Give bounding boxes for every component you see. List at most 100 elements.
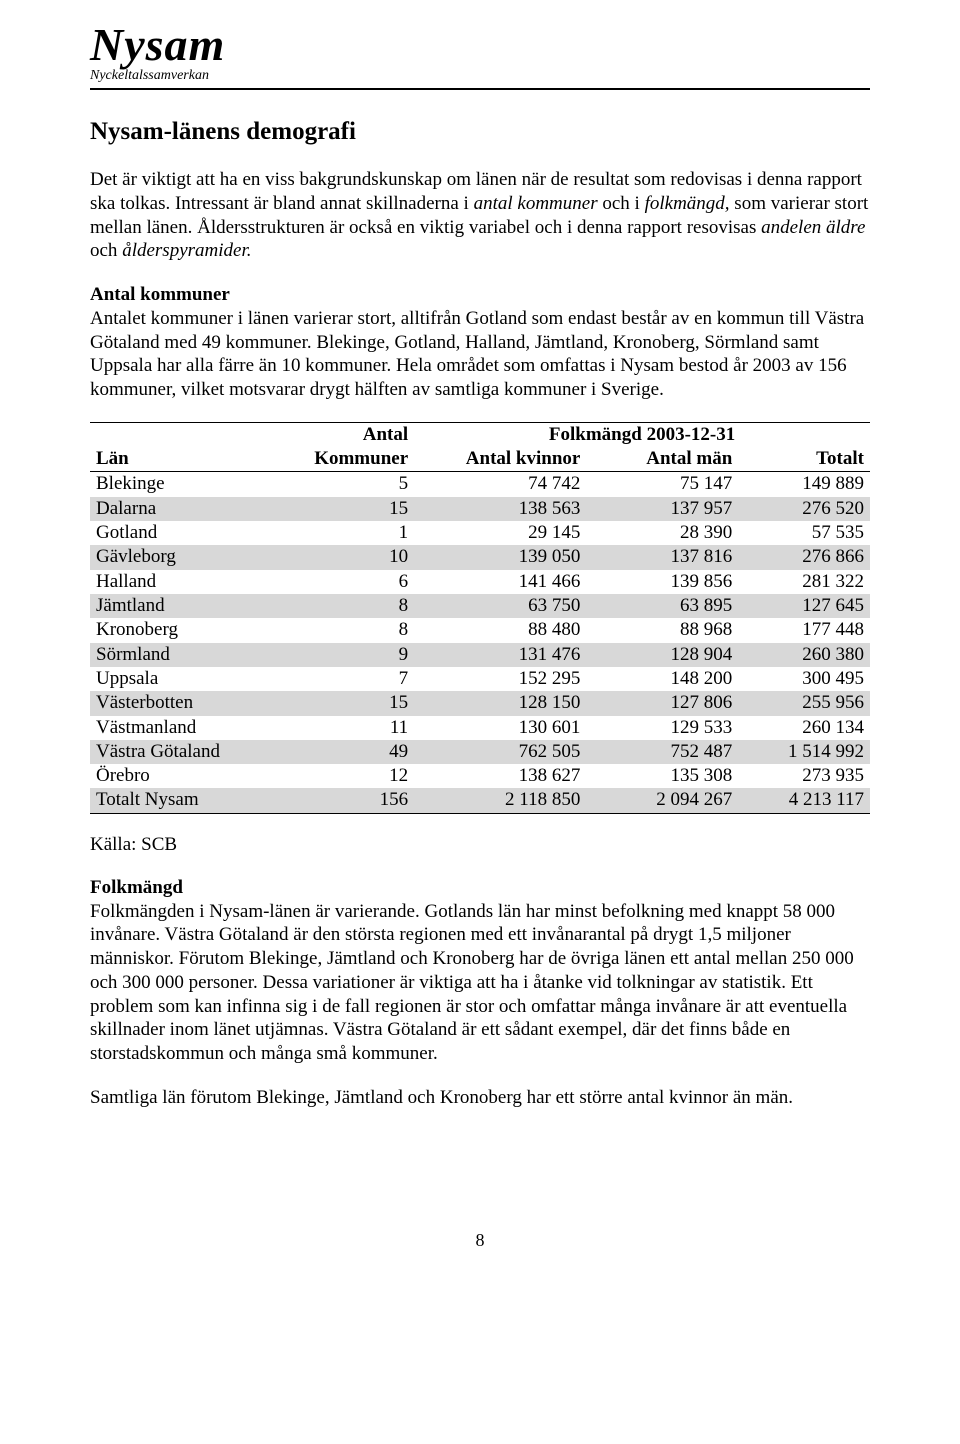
cell-totalt: 300 495 bbox=[738, 667, 870, 691]
intro-italic-2: folkmängd, bbox=[645, 193, 730, 214]
cell-totalt: 276 520 bbox=[738, 497, 870, 521]
cell-lan: Sörmland bbox=[90, 643, 282, 667]
subheading-folkmangd: Folkmängd bbox=[90, 876, 870, 900]
antal-kommuner-body: Antalet kommuner i länen varierar stort,… bbox=[90, 307, 870, 402]
logo-subtitle: Nyckeltalssamverkan bbox=[90, 68, 870, 84]
cell-lan: Jämtland bbox=[90, 594, 282, 618]
cell-totalt: 127 645 bbox=[738, 594, 870, 618]
table-row: Västerbotten15128 150127 806255 956 bbox=[90, 691, 870, 715]
cell-kommuner: 15 bbox=[282, 497, 414, 521]
cell-man: 135 308 bbox=[586, 764, 738, 788]
cell-kommuner: 6 bbox=[282, 570, 414, 594]
header-totalt: Totalt bbox=[738, 447, 870, 472]
cell-kvinnor: 138 627 bbox=[414, 764, 586, 788]
cell-kommuner: 8 bbox=[282, 618, 414, 642]
cell-kvinnor: 63 750 bbox=[414, 594, 586, 618]
table-row: Halland6141 466139 856281 322 bbox=[90, 570, 870, 594]
cell-man: 137 816 bbox=[586, 545, 738, 569]
cell-lan: Halland bbox=[90, 570, 282, 594]
cell-lan: Totalt Nysam bbox=[90, 788, 282, 813]
intro-text: och i bbox=[598, 193, 645, 214]
table-row: Totalt Nysam1562 118 8502 094 2674 213 1… bbox=[90, 788, 870, 813]
cell-man: 128 904 bbox=[586, 643, 738, 667]
table-row: Blekinge574 74275 147149 889 bbox=[90, 472, 870, 497]
cell-totalt: 1 514 992 bbox=[738, 740, 870, 764]
table-row: Kronoberg888 48088 968177 448 bbox=[90, 618, 870, 642]
cell-totalt: 273 935 bbox=[738, 764, 870, 788]
cell-man: 28 390 bbox=[586, 521, 738, 545]
table-row: Örebro12138 627135 308273 935 bbox=[90, 764, 870, 788]
closing-paragraph: Samtliga län förutom Blekinge, Jämtland … bbox=[90, 1086, 870, 1110]
header-divider bbox=[90, 88, 870, 90]
header-kvinnor: Antal kvinnor bbox=[414, 447, 586, 472]
header-kommuner: Kommuner bbox=[282, 447, 414, 472]
table-body: Blekinge574 74275 147149 889Dalarna15138… bbox=[90, 472, 870, 813]
cell-man: 137 957 bbox=[586, 497, 738, 521]
cell-kvinnor: 88 480 bbox=[414, 618, 586, 642]
cell-man: 129 533 bbox=[586, 716, 738, 740]
table-row: Jämtland863 75063 895127 645 bbox=[90, 594, 870, 618]
cell-kvinnor: 2 118 850 bbox=[414, 788, 586, 813]
cell-kommuner: 1 bbox=[282, 521, 414, 545]
cell-lan: Örebro bbox=[90, 764, 282, 788]
header-empty bbox=[90, 422, 282, 447]
cell-kommuner: 7 bbox=[282, 667, 414, 691]
cell-kvinnor: 141 466 bbox=[414, 570, 586, 594]
table-row: Sörmland9131 476128 904260 380 bbox=[90, 643, 870, 667]
cell-kvinnor: 29 145 bbox=[414, 521, 586, 545]
table-row: Västra Götaland49762 505752 4871 514 992 bbox=[90, 740, 870, 764]
intro-italic-1: antal kommuner bbox=[474, 193, 598, 214]
cell-kvinnor: 139 050 bbox=[414, 545, 586, 569]
cell-kommuner: 9 bbox=[282, 643, 414, 667]
cell-kommuner: 8 bbox=[282, 594, 414, 618]
subheading-antal-kommuner: Antal kommuner bbox=[90, 283, 870, 307]
cell-lan: Västerbotten bbox=[90, 691, 282, 715]
cell-totalt: 4 213 117 bbox=[738, 788, 870, 813]
table-row: Uppsala7152 295148 200300 495 bbox=[90, 667, 870, 691]
cell-totalt: 177 448 bbox=[738, 618, 870, 642]
cell-lan: Uppsala bbox=[90, 667, 282, 691]
cell-kommuner: 49 bbox=[282, 740, 414, 764]
cell-man: 75 147 bbox=[586, 472, 738, 497]
cell-totalt: 260 134 bbox=[738, 716, 870, 740]
cell-man: 139 856 bbox=[586, 570, 738, 594]
data-table-wrapper: Antal Folkmängd 2003-12-31 Län Kommuner … bbox=[90, 422, 870, 814]
cell-kvinnor: 152 295 bbox=[414, 667, 586, 691]
page-number: 8 bbox=[90, 1230, 870, 1251]
cell-man: 752 487 bbox=[586, 740, 738, 764]
table-row: Gävleborg10139 050137 816276 866 bbox=[90, 545, 870, 569]
source-label: Källa: SCB bbox=[90, 834, 870, 856]
folkmangd-body: Folkmängden i Nysam-länen är varierande.… bbox=[90, 900, 870, 1066]
cell-kvinnor: 131 476 bbox=[414, 643, 586, 667]
header-man: Antal män bbox=[586, 447, 738, 472]
cell-lan: Västra Götaland bbox=[90, 740, 282, 764]
cell-kvinnor: 74 742 bbox=[414, 472, 586, 497]
demographics-table: Antal Folkmängd 2003-12-31 Län Kommuner … bbox=[90, 422, 870, 814]
cell-kommuner: 12 bbox=[282, 764, 414, 788]
cell-lan: Gotland bbox=[90, 521, 282, 545]
cell-kvinnor: 130 601 bbox=[414, 716, 586, 740]
cell-kommuner: 11 bbox=[282, 716, 414, 740]
cell-man: 88 968 bbox=[586, 618, 738, 642]
intro-text: och bbox=[90, 240, 122, 261]
logo-block: Nysam Nyckeltalssamverkan bbox=[90, 22, 870, 84]
cell-lan: Dalarna bbox=[90, 497, 282, 521]
cell-totalt: 276 866 bbox=[738, 545, 870, 569]
header-antal: Antal bbox=[282, 422, 414, 447]
intro-paragraph: Det är viktigt att ha en viss bakgrundsk… bbox=[90, 168, 870, 263]
table-row: Gotland129 14528 39057 535 bbox=[90, 521, 870, 545]
table-head: Antal Folkmängd 2003-12-31 Län Kommuner … bbox=[90, 422, 870, 472]
header-folkmangd: Folkmängd 2003-12-31 bbox=[414, 422, 870, 447]
table-row: Dalarna15138 563137 957276 520 bbox=[90, 497, 870, 521]
cell-totalt: 149 889 bbox=[738, 472, 870, 497]
cell-totalt: 57 535 bbox=[738, 521, 870, 545]
table-header-row-2: Län Kommuner Antal kvinnor Antal män Tot… bbox=[90, 447, 870, 472]
page-container: Nysam Nyckeltalssamverkan Nysam-länens d… bbox=[0, 0, 960, 1291]
header-lan: Län bbox=[90, 447, 282, 472]
cell-kvinnor: 138 563 bbox=[414, 497, 586, 521]
cell-lan: Kronoberg bbox=[90, 618, 282, 642]
cell-man: 127 806 bbox=[586, 691, 738, 715]
cell-kvinnor: 762 505 bbox=[414, 740, 586, 764]
logo-title: Nysam bbox=[90, 22, 870, 68]
cell-lan: Gävleborg bbox=[90, 545, 282, 569]
